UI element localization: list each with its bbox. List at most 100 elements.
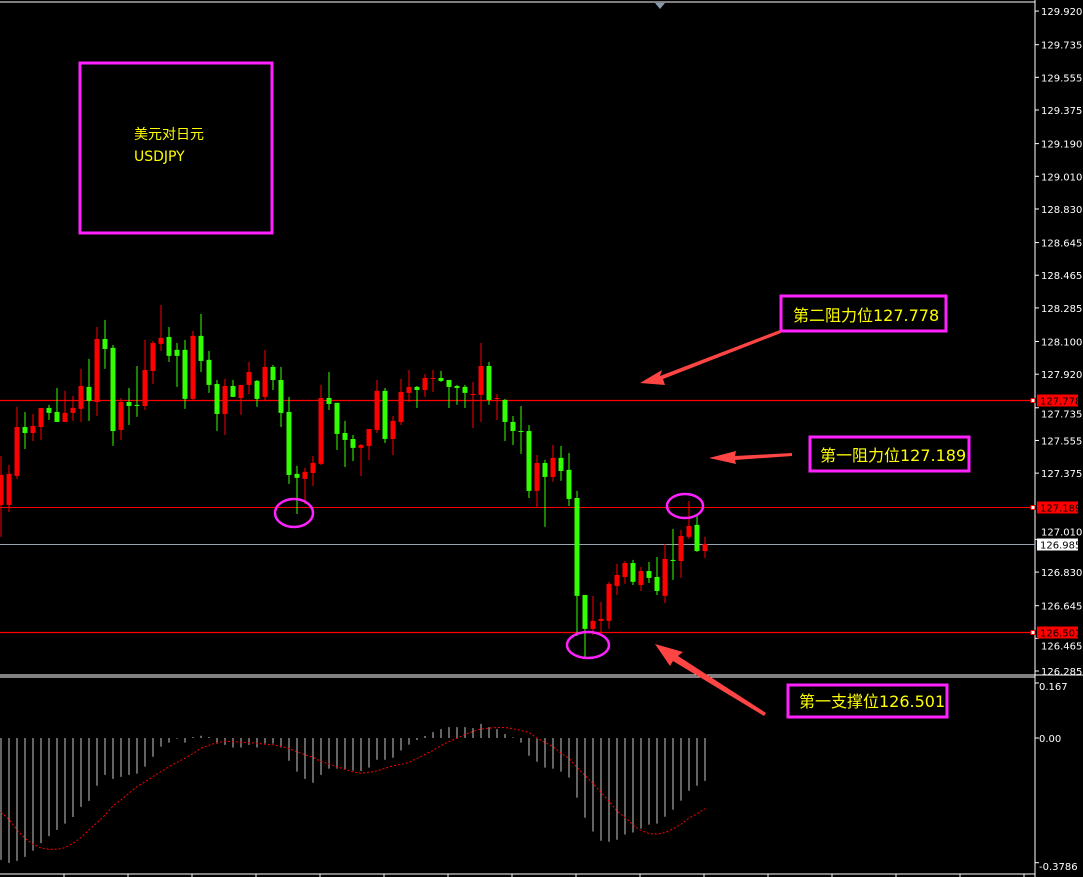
level-tag-label: 127.189 xyxy=(1040,504,1081,515)
candle xyxy=(406,370,412,402)
candle xyxy=(6,464,12,512)
price-tick-label: 126.830 xyxy=(1041,568,1082,579)
candle xyxy=(278,366,284,428)
level-handle[interactable] xyxy=(1030,398,1036,403)
level-handle[interactable] xyxy=(1030,505,1036,510)
candle-body xyxy=(278,379,284,413)
candle-body xyxy=(542,462,548,477)
candle xyxy=(286,396,292,484)
candle-body xyxy=(670,559,676,562)
price-tags: 127.778 127.189 126.985 126.501 xyxy=(1030,394,1081,640)
candle-body xyxy=(502,399,508,422)
candle-body xyxy=(134,404,140,406)
level-tag-label: 127.778 xyxy=(1040,397,1081,408)
candle xyxy=(510,415,516,445)
price-tick-label: 127.375 xyxy=(1041,469,1082,480)
candle-body xyxy=(94,338,100,402)
price-tick-label: 127.920 xyxy=(1041,370,1082,381)
candle xyxy=(614,563,620,595)
candle xyxy=(590,595,596,635)
candles xyxy=(0,305,708,657)
candle-body xyxy=(510,421,516,432)
candle-body xyxy=(470,393,476,395)
candle xyxy=(0,455,4,537)
candle-body xyxy=(598,618,604,621)
candle xyxy=(326,372,332,410)
candle xyxy=(630,559,636,585)
candle xyxy=(54,387,60,422)
candle xyxy=(150,340,156,384)
candle-body xyxy=(14,427,20,476)
price-tick-label: 129.920 xyxy=(1041,7,1082,18)
candle xyxy=(94,326,100,416)
title-chinese: 美元对日元 xyxy=(134,127,204,143)
candle-body xyxy=(174,349,180,356)
price-axis[interactable]: 129.920 129.735 129.555 129.375 129.190 129.0… xyxy=(1035,7,1082,678)
candle-body xyxy=(342,433,348,440)
scroll-marker-icon[interactable] xyxy=(655,3,665,9)
candle xyxy=(486,361,492,405)
price-tick-label: 126.465 xyxy=(1041,642,1082,653)
title-symbol: USDJPY xyxy=(134,149,185,165)
candle-body xyxy=(142,370,148,406)
candle xyxy=(118,397,124,440)
level-tag-label: 126.985 xyxy=(1040,541,1081,552)
candle-body xyxy=(270,366,276,380)
candle-body xyxy=(398,391,404,422)
candle-body xyxy=(318,397,324,464)
macd-tick-label: 0.167 xyxy=(1039,682,1068,693)
candle xyxy=(134,366,140,417)
candle-body xyxy=(526,431,532,491)
candle-body xyxy=(414,386,420,390)
candle-body xyxy=(118,401,124,430)
resistance1-box xyxy=(808,435,971,473)
candle xyxy=(142,339,148,410)
candle-body xyxy=(478,366,484,395)
candle xyxy=(110,344,116,446)
candle-body xyxy=(566,469,572,499)
candle-body xyxy=(662,559,668,596)
candle xyxy=(270,364,276,390)
candle-body xyxy=(638,570,644,585)
candle-body xyxy=(406,386,412,393)
candle-body xyxy=(310,462,316,473)
candle xyxy=(390,415,396,455)
price-tick-label: 127.735 xyxy=(1041,410,1082,421)
price-tick-label: 129.375 xyxy=(1041,106,1082,117)
candle-body xyxy=(622,562,628,577)
candle xyxy=(102,319,108,369)
candle xyxy=(214,379,220,432)
price-tick-label: 129.555 xyxy=(1041,73,1082,84)
candle-body xyxy=(694,524,700,552)
macd-tick-label: 0.00 xyxy=(1039,734,1061,745)
candle-body xyxy=(126,401,132,406)
price-tick-label: 129.735 xyxy=(1041,41,1082,52)
candle xyxy=(374,379,380,434)
candle-body xyxy=(54,411,60,422)
candle xyxy=(70,395,76,421)
level-handle[interactable] xyxy=(1030,630,1036,635)
candle-body xyxy=(382,390,388,439)
candle xyxy=(198,313,204,373)
candle-body xyxy=(30,425,36,434)
candle-body xyxy=(158,337,164,344)
arrow-resistance1-icon xyxy=(709,451,792,464)
price-tick-label: 128.830 xyxy=(1041,205,1082,216)
candle-body xyxy=(446,379,452,387)
candle-body xyxy=(702,543,708,552)
resistance1-label: 第一阻力位127.189 xyxy=(820,446,966,465)
candle xyxy=(622,561,628,584)
candle xyxy=(638,566,644,591)
candle xyxy=(518,405,524,454)
candle xyxy=(22,411,28,449)
candle-body xyxy=(558,457,564,471)
candle-body xyxy=(374,390,380,430)
price-tick-label: 129.190 xyxy=(1041,140,1082,151)
candle-body xyxy=(486,366,492,400)
resistance2-label: 第二阻力位127.778 xyxy=(793,306,939,325)
candle xyxy=(534,454,540,507)
candle-body xyxy=(462,386,468,393)
candle xyxy=(14,406,20,479)
candle xyxy=(366,429,372,460)
